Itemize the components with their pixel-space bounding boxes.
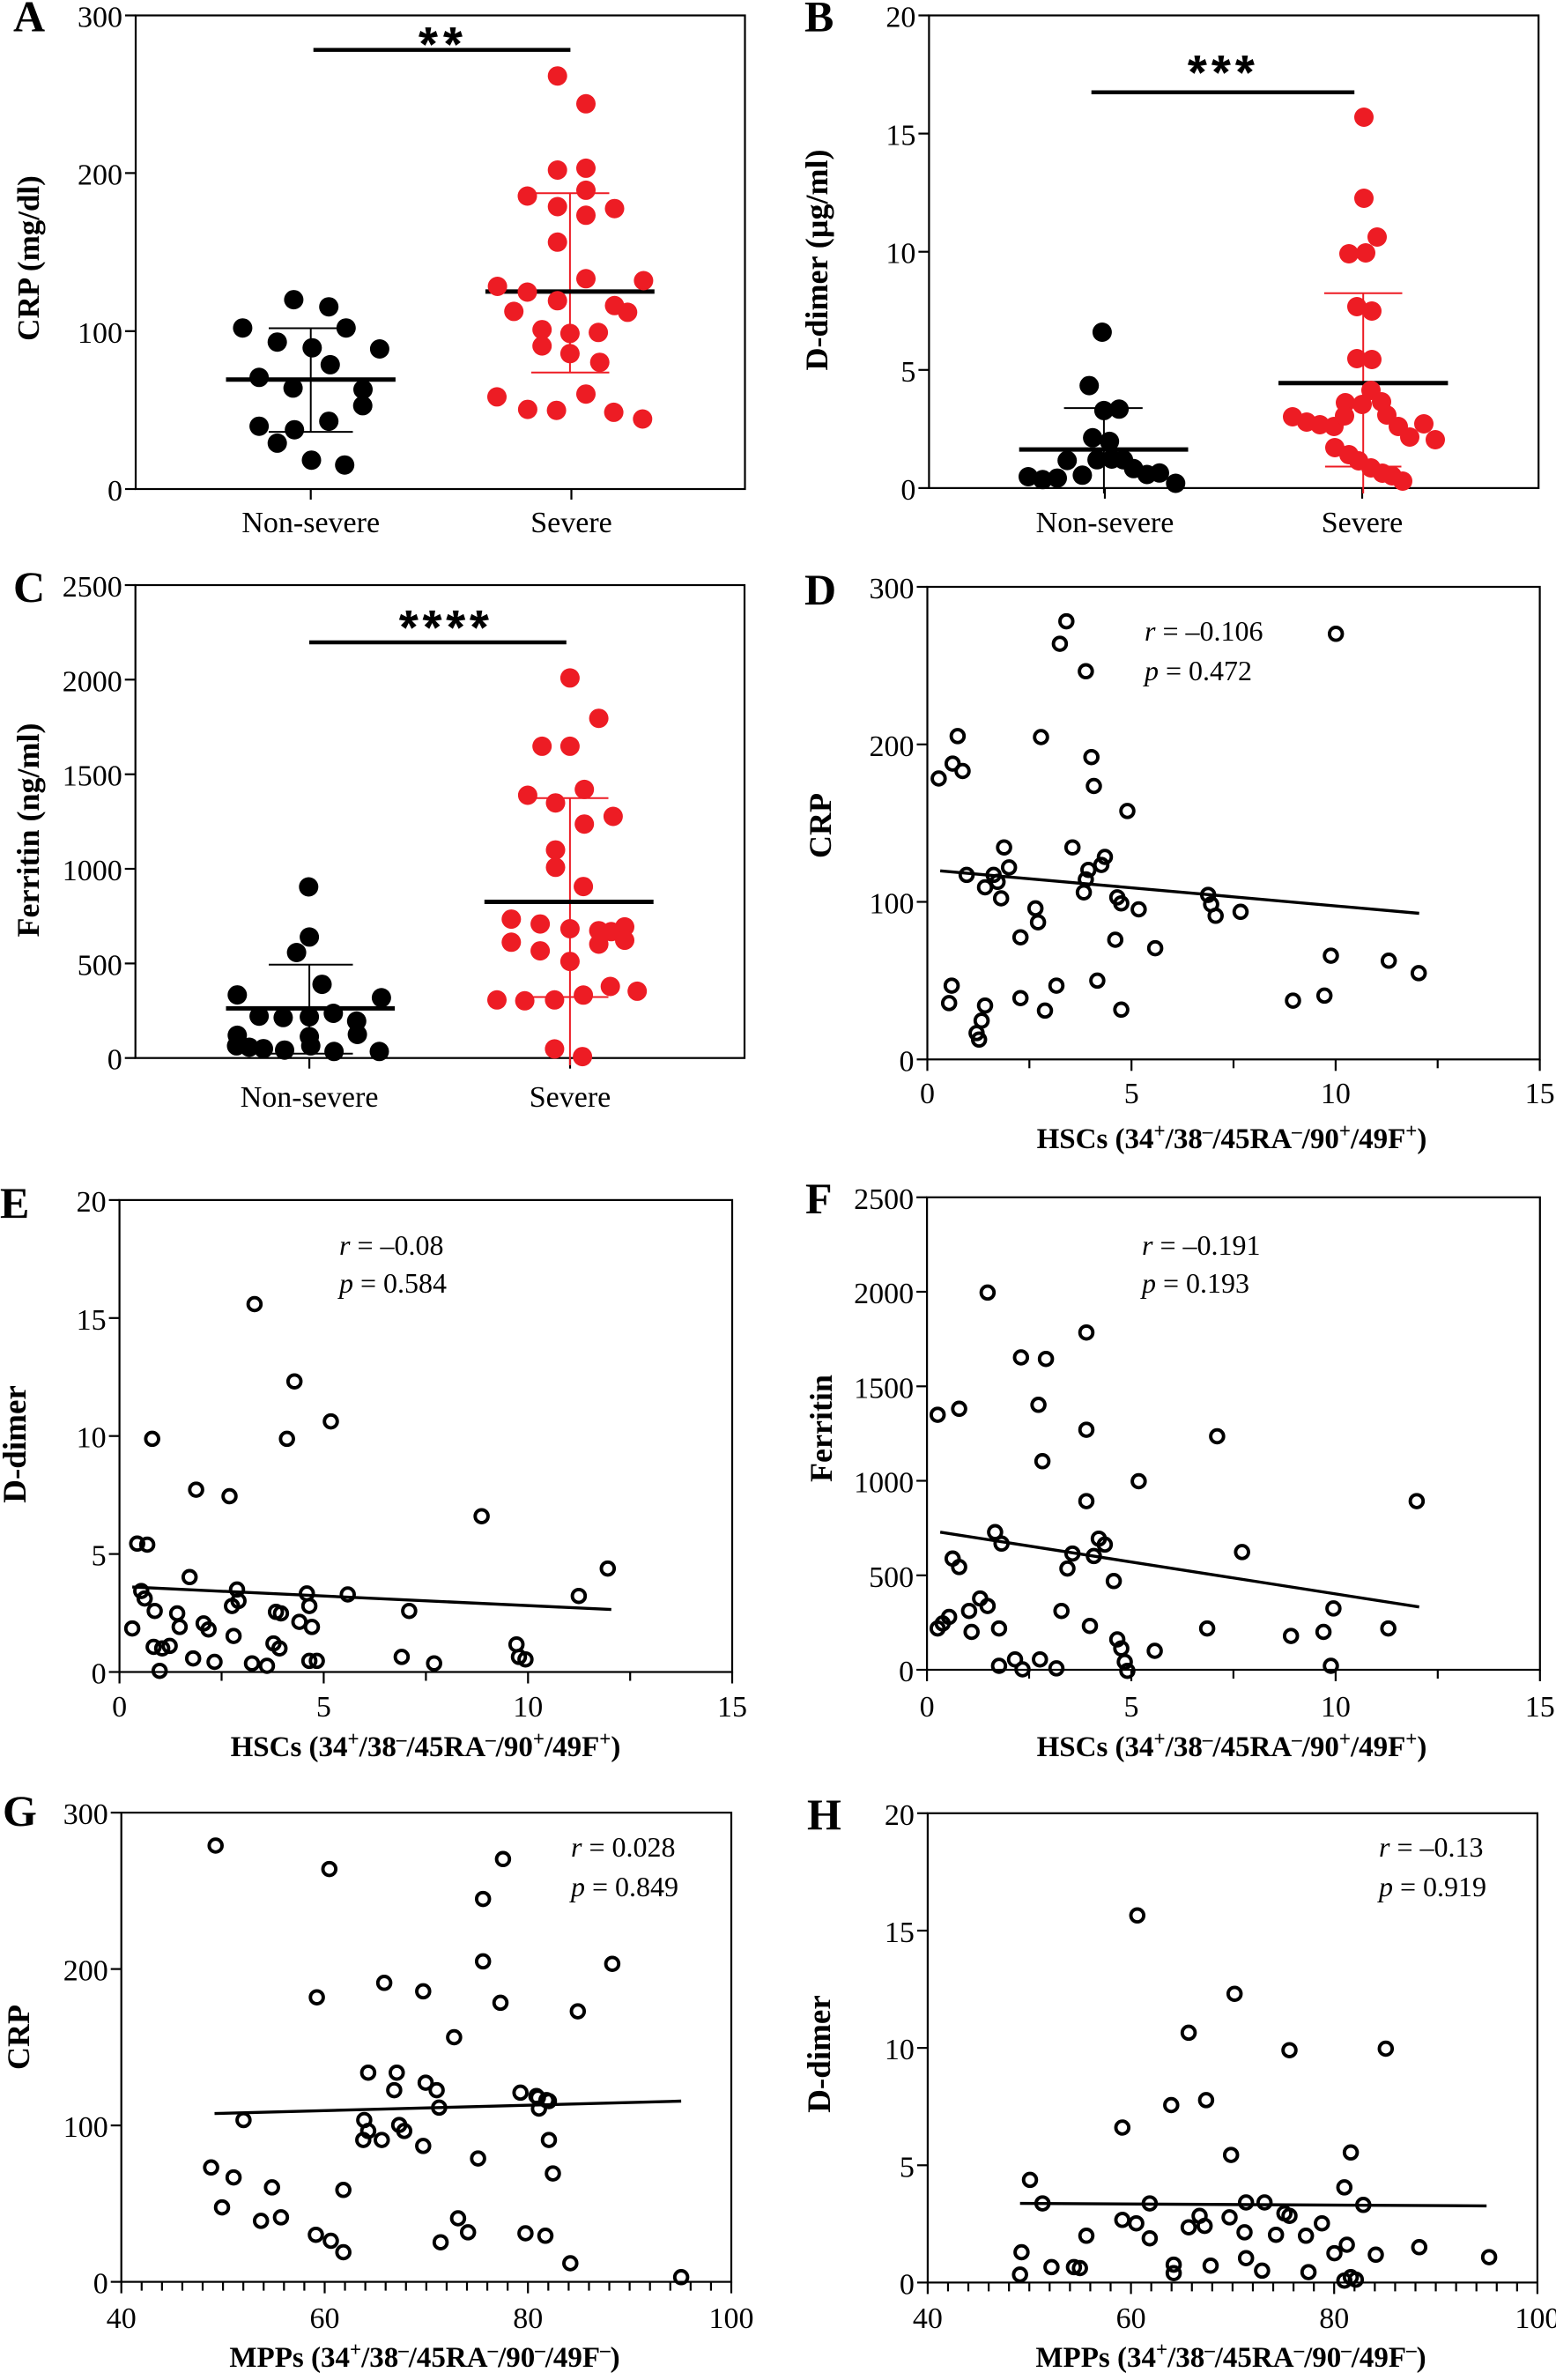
svg-text:5: 5	[900, 356, 915, 389]
svg-text:15: 15	[77, 1304, 107, 1337]
svg-text:300: 300	[63, 1798, 108, 1831]
svg-text:2500: 2500	[854, 1183, 914, 1216]
svg-text:D-dimer (µg/ml): D-dimer (µg/ml)	[799, 149, 834, 370]
svg-text:0: 0	[899, 1656, 914, 1688]
svg-text:5: 5	[1124, 1691, 1139, 1724]
svg-text:D: D	[804, 565, 836, 614]
svg-text:10: 10	[1321, 1691, 1351, 1724]
svg-text:200: 200	[870, 730, 915, 763]
svg-text:10: 10	[77, 1422, 107, 1455]
svg-text:60: 60	[310, 2302, 340, 2335]
svg-text:20: 20	[885, 1799, 915, 1832]
svg-text:HSCs (34+​/38–​/45RA–​/90+​/49: HSCs (34+​/38–​/45RA–​/90+​/49F+​)	[231, 1728, 621, 1763]
svg-text:D-dimer: D-dimer	[0, 1385, 33, 1503]
svg-text:2500: 2500	[63, 571, 122, 604]
svg-text:Ferritin: Ferritin	[804, 1375, 839, 1482]
svg-text:Non-severe: Non-severe	[241, 1081, 379, 1114]
svg-text:1500: 1500	[854, 1372, 914, 1405]
svg-text:G: G	[3, 1786, 37, 1835]
svg-text:500: 500	[869, 1561, 914, 1594]
svg-text:CRP: CRP	[1, 2005, 36, 2070]
svg-text:0: 0	[112, 1691, 127, 1724]
svg-text:0: 0	[107, 475, 122, 508]
svg-text:E: E	[0, 1178, 29, 1227]
svg-text:300: 300	[78, 2, 122, 34]
svg-text:80: 80	[513, 2302, 543, 2335]
svg-text:5: 5	[1124, 1078, 1139, 1110]
svg-text:300: 300	[870, 573, 915, 605]
svg-text:40: 40	[913, 2302, 943, 2335]
svg-text:p = 0.919: p = 0.919	[1377, 1871, 1486, 1902]
svg-text:15: 15	[885, 120, 915, 152]
svg-text:20: 20	[885, 2, 915, 34]
svg-text:2000: 2000	[854, 1278, 914, 1310]
svg-text:Ferritin (ng/ml): Ferritin (ng/ml)	[11, 723, 46, 938]
svg-text:10: 10	[885, 2034, 915, 2066]
svg-text:MPPs (34+​/38–​/45RA–​/90–​/49: MPPs (34+​/38–​/45RA–​/90–​/49F–​)	[1035, 2339, 1426, 2374]
svg-text:A: A	[13, 0, 45, 41]
svg-text:HSCs (34+​/38–​/45RA–​/90+​/49: HSCs (34+​/38–​/45RA–​/90+​/49F+​)	[1037, 1728, 1427, 1763]
svg-text:100: 100	[63, 2111, 108, 2144]
svg-text:HSCs (34+​/38–​/45RA–​/90+​/49: HSCs (34+​/38–​/45RA–​/90+​/49F+​)	[1037, 1120, 1427, 1155]
svg-text:p = 0.193: p = 0.193	[1140, 1267, 1249, 1299]
svg-text:1000: 1000	[63, 855, 122, 887]
svg-text:10: 10	[885, 238, 915, 271]
svg-text:B: B	[804, 0, 834, 41]
svg-text:100: 100	[78, 317, 122, 350]
svg-text:0: 0	[107, 1044, 122, 1077]
svg-text:CRP: CRP	[803, 793, 838, 858]
svg-text:r = –0.106: r = –0.106	[1145, 615, 1263, 647]
svg-text:200: 200	[63, 1955, 108, 1988]
svg-text:5: 5	[900, 2151, 915, 2184]
svg-text:0: 0	[93, 2268, 108, 2301]
svg-text:15: 15	[1525, 1691, 1555, 1724]
svg-text:MPPs (34+​/38–​/45RA–​/90–​/49: MPPs (34+​/38–​/45RA–​/90–​/49F–​)	[229, 2339, 619, 2374]
svg-text:0: 0	[92, 1658, 107, 1691]
svg-text:p = 0.849: p = 0.849	[569, 1871, 678, 1902]
svg-text:80: 80	[1319, 2302, 1349, 2335]
svg-text:CRP (mg/dl): CRP (mg/dl)	[11, 175, 46, 341]
svg-text:5: 5	[316, 1691, 331, 1724]
svg-text:r = 0.028: r = 0.028	[571, 1831, 676, 1863]
svg-text:100: 100	[870, 888, 915, 921]
svg-text:40: 40	[107, 2302, 137, 2335]
svg-text:C: C	[13, 562, 45, 612]
svg-text:p = 0.584: p = 0.584	[337, 1267, 447, 1299]
svg-text:100: 100	[709, 2302, 754, 2335]
svg-text:60: 60	[1116, 2302, 1146, 2335]
svg-text:0: 0	[900, 1045, 915, 1078]
svg-text:500: 500	[78, 949, 122, 982]
svg-text:Non-severe: Non-severe	[241, 507, 380, 539]
svg-text:Severe: Severe	[530, 507, 612, 539]
svg-text:15: 15	[885, 1917, 915, 1949]
svg-text:1000: 1000	[854, 1467, 914, 1500]
svg-text:Severe: Severe	[1322, 507, 1404, 539]
svg-text:Severe: Severe	[530, 1081, 611, 1114]
svg-text:0: 0	[920, 1078, 935, 1110]
svg-text:1500: 1500	[63, 760, 122, 793]
svg-text:100: 100	[1515, 2302, 1556, 2335]
svg-text:r = –0.13: r = –0.13	[1379, 1831, 1484, 1863]
svg-text:0: 0	[900, 2268, 915, 2301]
svg-text:10: 10	[1321, 1078, 1351, 1110]
svg-text:20: 20	[77, 1186, 107, 1219]
svg-text:0: 0	[920, 1691, 935, 1724]
svg-text:0: 0	[900, 474, 915, 507]
svg-text:5: 5	[92, 1540, 107, 1573]
svg-text:H: H	[807, 1790, 841, 1839]
svg-text:10: 10	[513, 1691, 543, 1724]
svg-text:r = –0.08: r = –0.08	[339, 1229, 444, 1261]
svg-text:D-dimer: D-dimer	[802, 1995, 838, 2113]
svg-text:2000: 2000	[63, 665, 122, 698]
svg-text:r = –0.191: r = –0.191	[1142, 1229, 1261, 1261]
svg-text:F: F	[805, 1174, 833, 1223]
svg-text:Non-severe: Non-severe	[1036, 507, 1174, 539]
svg-text:200: 200	[78, 159, 122, 191]
svg-text:p = 0.472: p = 0.472	[1143, 655, 1252, 686]
svg-text:15: 15	[1525, 1078, 1555, 1110]
svg-text:15: 15	[717, 1691, 747, 1724]
